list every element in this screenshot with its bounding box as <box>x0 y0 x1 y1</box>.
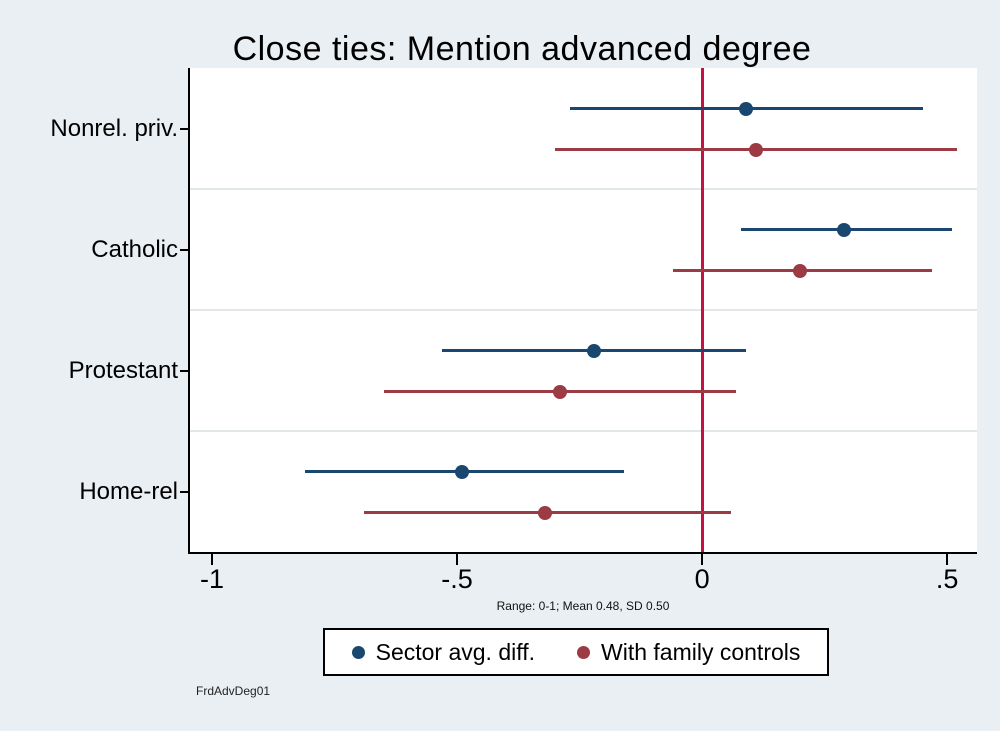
legend-label-sector-avg-diff: Sector avg. diff. <box>375 638 535 665</box>
axis-note: Range: 0-1; Mean 0.48, SD 0.50 <box>496 599 670 613</box>
y-axis-tick <box>180 490 188 493</box>
category-separator-gridline <box>190 309 977 311</box>
navy-dot-icon <box>351 645 365 659</box>
y-axis-tick <box>180 369 188 372</box>
maroon-dot-icon <box>577 645 590 659</box>
estimate-point-marker <box>837 222 852 237</box>
x-axis-tick <box>211 554 214 565</box>
x-axis-tick-label: -.5 <box>441 564 473 594</box>
legend-entry-sector-avg-diff: Sector avg. diff. <box>351 638 535 666</box>
y-axis-tick <box>180 127 188 130</box>
y-axis-category-labels: Nonrel. priv. Catholic Protestant Home-rel <box>0 68 178 552</box>
zero-reference-line <box>700 68 704 552</box>
x-axis-tick-label: .5 <box>935 564 959 594</box>
estimate-point-marker <box>454 464 469 479</box>
x-axis-tick <box>946 554 949 565</box>
x-axis-tick <box>701 554 704 565</box>
estimate-point-marker <box>748 142 763 157</box>
category-separator-gridline <box>190 430 977 432</box>
legend-entry-family-controls: With family controls <box>577 639 800 666</box>
x-axis-tick-label: -1 <box>200 564 225 594</box>
x-axis-tick <box>456 554 459 565</box>
y-axis-line <box>188 68 190 554</box>
x-axis-tick-label: 0 <box>694 564 710 594</box>
category-label: Nonrel. priv. <box>50 114 178 142</box>
category-label: Home-rel <box>79 477 178 505</box>
y-axis-tick <box>180 248 188 251</box>
plot-area <box>190 68 977 552</box>
category-label: Catholic <box>91 235 178 263</box>
category-separator-gridline <box>190 188 977 190</box>
chart-title: Close ties: Mention advanced degree <box>232 30 812 68</box>
estimate-point-marker <box>587 343 602 358</box>
x-axis-line <box>188 552 977 554</box>
legend: Sector avg. diff. With family controls <box>323 628 829 676</box>
estimate-point-marker <box>538 505 553 520</box>
estimate-point-marker <box>793 263 808 278</box>
category-label: Protestant <box>68 356 178 384</box>
estimate-point-marker <box>552 384 567 399</box>
estimate-point-marker <box>739 101 754 116</box>
legend-label-family-controls: With family controls <box>601 638 801 665</box>
watermark-code: FrdAdvDeg01 <box>196 684 271 698</box>
